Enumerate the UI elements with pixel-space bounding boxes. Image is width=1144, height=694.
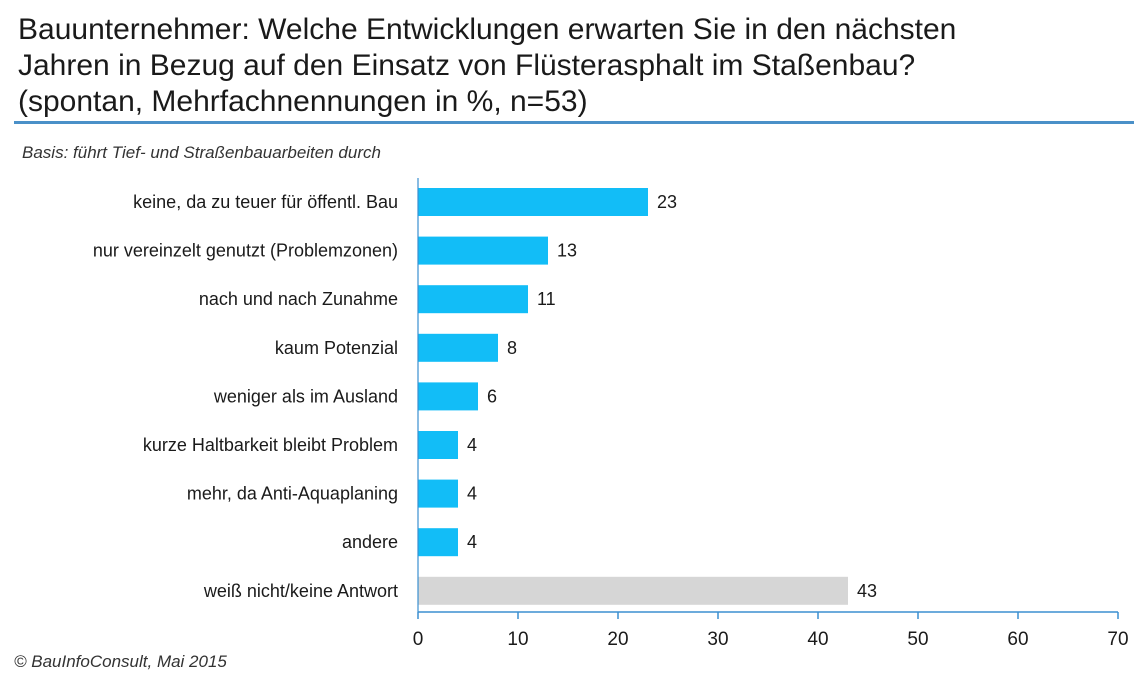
category-label: mehr, da Anti-Aquaplaning — [187, 484, 398, 504]
bar — [418, 285, 528, 314]
category-label: kurze Haltbarkeit bleibt Problem — [143, 435, 398, 455]
category-label: nach und nach Zunahme — [199, 289, 398, 309]
data-label: 13 — [557, 241, 577, 261]
x-tick-label: 20 — [607, 629, 628, 650]
x-tick-label: 30 — [707, 629, 728, 650]
category-label: nur vereinzelt genutzt (Problemzonen) — [93, 241, 398, 261]
category-label: kaum Potenzial — [275, 338, 398, 358]
title-line-2: Jahren in Bezug auf den Einsatz von Flüs… — [18, 49, 916, 82]
x-tick-label: 40 — [807, 629, 828, 650]
title-line-1: Bauunternehmer: Welche Entwicklungen erw… — [18, 13, 957, 46]
bar — [418, 188, 648, 216]
x-tick-label: 10 — [507, 629, 528, 650]
x-tick-label: 60 — [1007, 629, 1028, 650]
data-label: 6 — [487, 386, 497, 406]
chart-title: Bauunternehmer: Welche Entwicklungen erw… — [18, 12, 1128, 120]
bar — [418, 333, 498, 362]
category-label: keine, da zu teuer für öffentl. Bau — [133, 192, 398, 212]
x-tick-label: 70 — [1107, 629, 1128, 650]
data-label: 8 — [507, 338, 517, 358]
title-divider — [14, 121, 1134, 124]
category-label: andere — [342, 532, 398, 552]
bar — [418, 479, 458, 508]
basis-note: Basis: führt Tief- und Straßenbauarbeite… — [22, 143, 381, 162]
x-tick-label: 50 — [907, 629, 928, 650]
data-label: 43 — [857, 581, 877, 601]
data-label: 4 — [467, 532, 477, 552]
x-axis: 0 10 20 30 40 50 60 70 — [413, 178, 1129, 650]
bar — [418, 528, 458, 557]
bar — [418, 236, 548, 265]
data-label: 4 — [467, 435, 477, 455]
bar — [418, 431, 458, 459]
category-label: weniger als im Ausland — [213, 386, 398, 406]
bars: keine, da zu teuer für öffentl. Bau 23 nur… — [93, 188, 877, 605]
title-line-3: (spontan, Mehrfachnennungen in %, n=53) — [18, 85, 588, 118]
x-tick-label: 0 — [413, 629, 424, 650]
data-label: 4 — [467, 484, 477, 504]
copyright-note: © BauInfoConsult, Mai 2015 — [14, 652, 227, 671]
bar — [418, 576, 848, 605]
category-label: weiß nicht/keine Antwort — [203, 581, 398, 601]
bar — [418, 382, 478, 411]
data-label: 23 — [657, 192, 677, 212]
data-label: 11 — [537, 289, 556, 309]
